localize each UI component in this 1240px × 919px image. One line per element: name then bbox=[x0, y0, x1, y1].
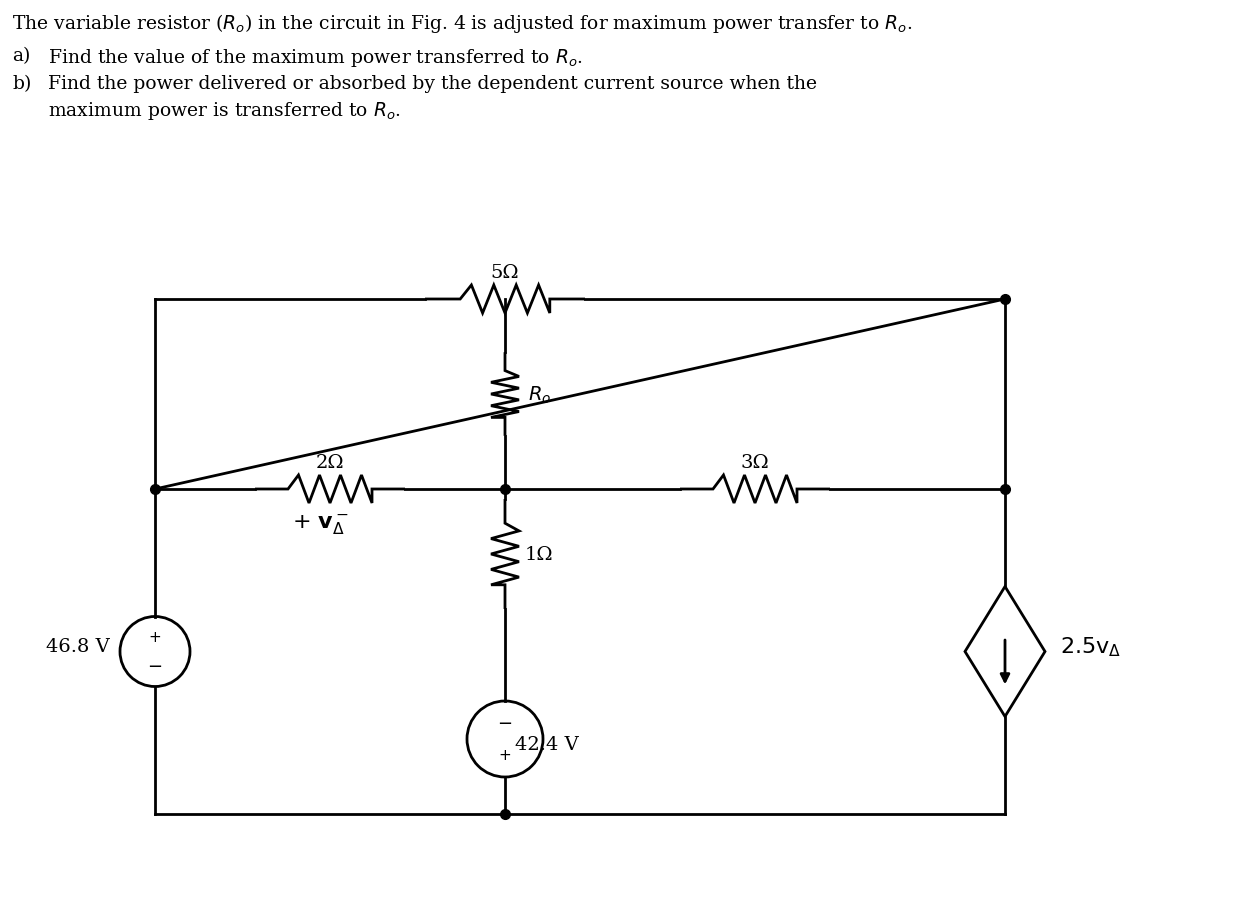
Text: 1Ω: 1Ω bbox=[525, 545, 553, 563]
Text: a): a) bbox=[12, 47, 30, 65]
Text: 46.8 V: 46.8 V bbox=[46, 638, 110, 656]
Text: $2.5\mathrm{v}_\Delta$: $2.5\mathrm{v}_\Delta$ bbox=[1060, 635, 1121, 659]
Text: b): b) bbox=[12, 75, 31, 93]
Text: −: − bbox=[497, 714, 512, 732]
Text: +: + bbox=[149, 630, 161, 644]
Text: 2Ω: 2Ω bbox=[316, 453, 345, 471]
Text: Find the value of the maximum power transferred to $R_o$.: Find the value of the maximum power tran… bbox=[48, 47, 583, 69]
Text: The variable resistor ($R_o$) in the circuit in Fig. 4 is adjusted for maximum p: The variable resistor ($R_o$) in the cir… bbox=[12, 12, 913, 35]
Text: 3Ω: 3Ω bbox=[740, 453, 769, 471]
Text: 42.4 V: 42.4 V bbox=[515, 735, 579, 754]
Text: 5Ω: 5Ω bbox=[491, 264, 520, 282]
Text: Find the power delivered or absorbed by the dependent current source when the: Find the power delivered or absorbed by … bbox=[48, 75, 817, 93]
Text: +: + bbox=[498, 748, 511, 763]
Text: $+\ \mathbf{v}_\Delta^-$: $+\ \mathbf{v}_\Delta^-$ bbox=[291, 512, 348, 536]
Text: −: − bbox=[148, 657, 162, 675]
Text: $R_o$: $R_o$ bbox=[528, 384, 552, 405]
Text: maximum power is transferred to $R_o$.: maximum power is transferred to $R_o$. bbox=[48, 100, 401, 122]
